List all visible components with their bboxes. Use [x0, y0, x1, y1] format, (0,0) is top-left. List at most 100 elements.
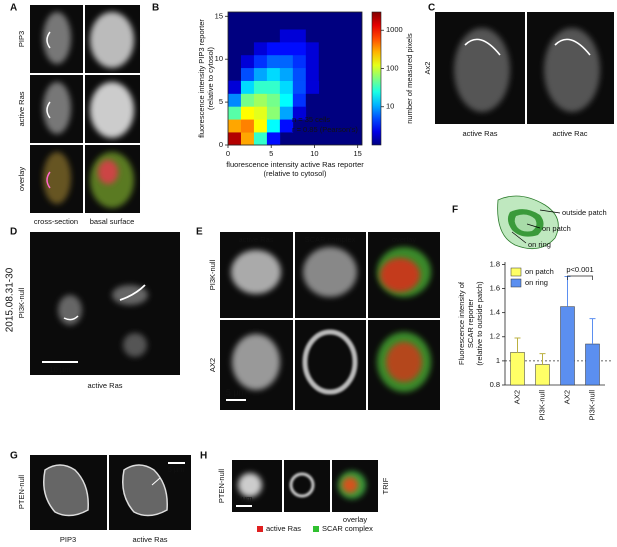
panel-h-images: [232, 460, 378, 532]
heatmap-cell: [266, 106, 281, 120]
y-tick-label: 1.6: [490, 284, 500, 293]
row-label: PI3K-null: [17, 287, 26, 318]
legend-label: on ring: [525, 278, 548, 287]
significance-bracket: [567, 275, 593, 280]
heatmap-cell: [279, 42, 294, 56]
heatmap-cell: [266, 42, 281, 56]
heatmap-cell: [292, 106, 307, 120]
cell: [386, 342, 422, 382]
y-axis-label: (relative to outside patch): [475, 281, 484, 366]
heatmap-cell: [279, 80, 294, 94]
x-tick-label: 15: [354, 149, 362, 158]
caption: active Ras: [87, 381, 122, 390]
arrow: [539, 209, 561, 214]
heatmap-cell: [266, 29, 281, 43]
y-tick-label: 1: [496, 356, 500, 365]
legend-swatch: [257, 526, 263, 532]
column-label: basal surface: [90, 217, 135, 226]
heatmap-cell: [253, 42, 268, 56]
cell: [98, 160, 118, 184]
legend-swatch: [510, 267, 522, 277]
cell-edge: [464, 38, 501, 56]
x-tick-label: AX2: [562, 390, 571, 404]
cell-edge: [119, 284, 146, 301]
row-label: PI3K-null: [208, 259, 217, 290]
heatmap-cell: [240, 132, 255, 146]
heatmap-cell: [305, 67, 320, 81]
side-label: TRIF: [381, 477, 390, 494]
heatmap-cell: [240, 42, 255, 56]
heatmap-cell: [292, 93, 307, 107]
panel-f-diagram: [497, 195, 561, 250]
heatmap-cell: [279, 106, 294, 120]
cell-edge: [554, 38, 591, 56]
y-tick-label: 0: [219, 140, 223, 149]
error-bar: [589, 318, 596, 344]
bar: [535, 364, 550, 386]
cell: [43, 152, 71, 204]
cell-edge: [63, 315, 79, 321]
panel-letter: B: [152, 3, 159, 14]
row-label: PIP3: [17, 31, 26, 47]
column-label: SCAR complex: [305, 235, 356, 244]
cell: [232, 334, 280, 390]
heatmap-cell: [240, 119, 255, 133]
heatmap-cell: [305, 80, 320, 94]
heatmap-cell: [253, 132, 268, 146]
annotation: r = 0.85 (Pearson's): [292, 125, 358, 134]
heatmap-cell: [253, 119, 268, 133]
patch: [514, 214, 537, 232]
y-tick-label: 1.2: [490, 332, 500, 341]
arrow: [511, 231, 527, 244]
heatmap-cell: [266, 80, 281, 94]
cell: [43, 82, 71, 134]
row-label: Ax2: [423, 62, 432, 75]
heatmap-cell: [292, 29, 307, 43]
heatmap-cell: [253, 93, 268, 107]
heatmap-cell: [292, 67, 307, 81]
row-label: active Ras: [17, 91, 26, 126]
row-label: PTEN-null: [217, 469, 226, 504]
heatmap-cell: [228, 119, 242, 133]
x-axis-label: fluorescence intensity active Ras report…: [226, 160, 364, 169]
x-tick-label: 10: [310, 149, 318, 158]
heatmap-cell: [266, 119, 281, 133]
heatmap-cell: [292, 42, 307, 56]
bar: [560, 306, 575, 386]
x-tick-label: AX2: [512, 390, 521, 404]
cell: [43, 464, 89, 517]
image: [30, 232, 180, 375]
heatmap-cell: [318, 67, 333, 81]
y-tick-label: 15: [215, 11, 223, 20]
colorbar: [371, 11, 382, 146]
legend-label: on patch: [525, 267, 554, 276]
heatmap-cell: [292, 16, 307, 30]
x-tick-label: PI3K-null: [587, 390, 596, 421]
cell: [380, 258, 420, 292]
cell: [454, 28, 510, 112]
cell-edge: [46, 101, 51, 119]
heatmap-cell: [253, 54, 268, 69]
diagram-label: outside patch: [562, 208, 607, 217]
panel-letter: G: [10, 451, 18, 462]
y-axis-label: (relative to cytosol): [206, 47, 215, 110]
colorbar-label: number of measured pixels: [405, 33, 414, 124]
heatmap-cell: [228, 132, 242, 146]
row-label: PTEN-null: [17, 475, 26, 510]
heatmap-cell: [279, 54, 294, 69]
y-tick-label: 10: [215, 54, 223, 63]
cell-edge: [46, 171, 51, 189]
cell: [303, 247, 357, 297]
y-tick-label: 1.8: [490, 259, 500, 268]
diagram-label: on ring: [528, 240, 551, 249]
plot-frame: [227, 11, 363, 146]
heatmap-cell: [318, 42, 333, 56]
x-tick-label: 0: [226, 149, 230, 158]
heatmap-cell: [240, 54, 255, 69]
error-bar: [539, 353, 546, 365]
arrow: [526, 223, 541, 229]
cell: [231, 250, 281, 294]
scale-bar-label: 5 µm: [168, 465, 185, 474]
legend-label: active Ras: [266, 524, 301, 533]
